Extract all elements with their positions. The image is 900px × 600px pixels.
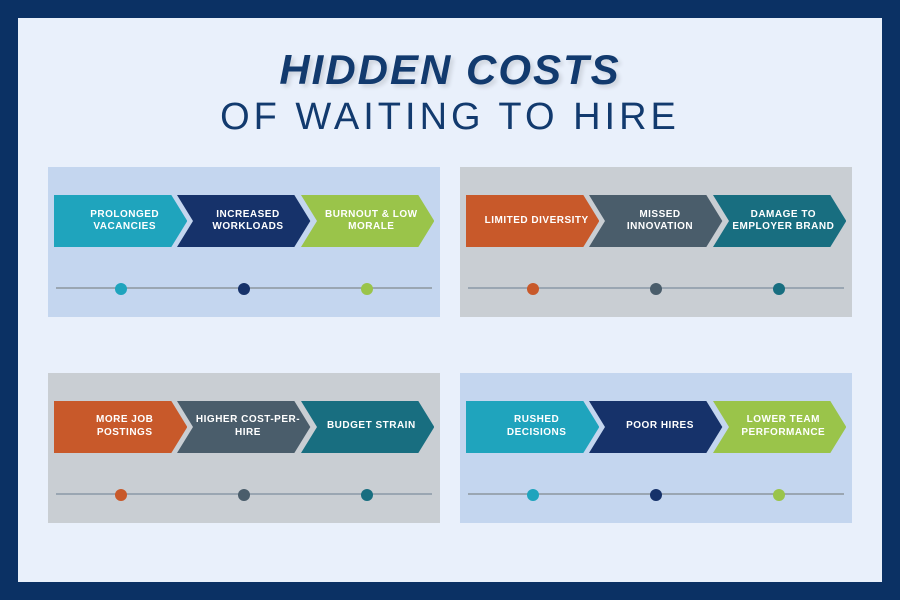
chevron-row: MORE JOB POSTINGSHIGHER COST-PER-HIREBUD… <box>54 401 434 453</box>
chevron: LOWER TEAM PERFORMANCE <box>713 401 846 453</box>
chevron: BURNOUT & LOW MORALE <box>301 195 434 247</box>
chevron-label: DAMAGE TO EMPLOYER BRAND <box>713 209 846 234</box>
dot-row <box>48 489 440 501</box>
chevron-label: MISSED INNOVATION <box>589 209 722 234</box>
timeline-dot <box>773 489 785 501</box>
chevron: LIMITED DIVERSITY <box>466 195 599 247</box>
chevron: INCREASED WORKLOADS <box>177 195 310 247</box>
title-block: HIDDEN COSTS OF WAITING TO HIRE <box>48 46 852 139</box>
timeline-dot <box>361 489 373 501</box>
timeline-dot <box>115 283 127 295</box>
chevron: BUDGET STRAIN <box>301 401 434 453</box>
chevron-label: HIGHER COST-PER-HIRE <box>177 414 310 439</box>
chevron-label: PROLONGED VACANCIES <box>54 209 187 234</box>
dot-row <box>460 489 852 501</box>
chevron-label: BUDGET STRAIN <box>309 420 426 433</box>
panel-0: PROLONGED VACANCIESINCREASED WORKLOADSBU… <box>48 167 440 317</box>
timeline-dot <box>238 489 250 501</box>
dot-row <box>48 283 440 295</box>
timeline-dot <box>527 489 539 501</box>
panel-3: RUSHED DECISIONS POOR HIRES LOWER TEAM PER… <box>460 373 852 523</box>
panel-1: LIMITED DIVERSITYMISSED INNOVATIONDAMAGE… <box>460 167 852 317</box>
chevron: MORE JOB POSTINGS <box>54 401 187 453</box>
chevron-label: LIMITED DIVERSITY <box>467 215 599 228</box>
inner-canvas: HIDDEN COSTS OF WAITING TO HIRE PROLONGE… <box>18 18 882 582</box>
chevron: DAMAGE TO EMPLOYER BRAND <box>713 195 846 247</box>
chevron-row: PROLONGED VACANCIESINCREASED WORKLOADSBU… <box>54 195 434 247</box>
chevron-label: BURNOUT & LOW MORALE <box>301 209 434 234</box>
outer-frame: HIDDEN COSTS OF WAITING TO HIRE PROLONGE… <box>0 0 900 600</box>
timeline-dot <box>650 489 662 501</box>
title-line-2: OF WAITING TO HIRE <box>48 96 852 139</box>
chevron-row: LIMITED DIVERSITYMISSED INNOVATIONDAMAGE… <box>466 195 846 247</box>
timeline-dot <box>361 283 373 295</box>
chevron-row: RUSHED DECISIONS POOR HIRES LOWER TEAM PER… <box>466 401 846 453</box>
timeline-dot <box>773 283 785 295</box>
panels-grid: PROLONGED VACANCIESINCREASED WORKLOADSBU… <box>48 167 852 552</box>
chevron: POOR HIRES <box>589 401 722 453</box>
timeline-dot <box>527 283 539 295</box>
chevron-label: LOWER TEAM PERFORMANCE <box>713 414 846 439</box>
chevron: PROLONGED VACANCIES <box>54 195 187 247</box>
chevron: MISSED INNOVATION <box>589 195 722 247</box>
timeline-dot <box>650 283 662 295</box>
chevron-label: MORE JOB POSTINGS <box>54 414 187 439</box>
title-line-1: HIDDEN COSTS <box>48 46 852 94</box>
chevron: RUSHED DECISIONS <box>466 401 599 453</box>
chevron-label: INCREASED WORKLOADS <box>177 209 310 234</box>
dot-row <box>460 283 852 295</box>
timeline-dot <box>238 283 250 295</box>
timeline-dot <box>115 489 127 501</box>
chevron: HIGHER COST-PER-HIRE <box>177 401 310 453</box>
chevron-label: POOR HIRES <box>608 420 704 433</box>
panel-2: MORE JOB POSTINGSHIGHER COST-PER-HIREBUD… <box>48 373 440 523</box>
chevron-label: RUSHED DECISIONS <box>466 414 599 439</box>
